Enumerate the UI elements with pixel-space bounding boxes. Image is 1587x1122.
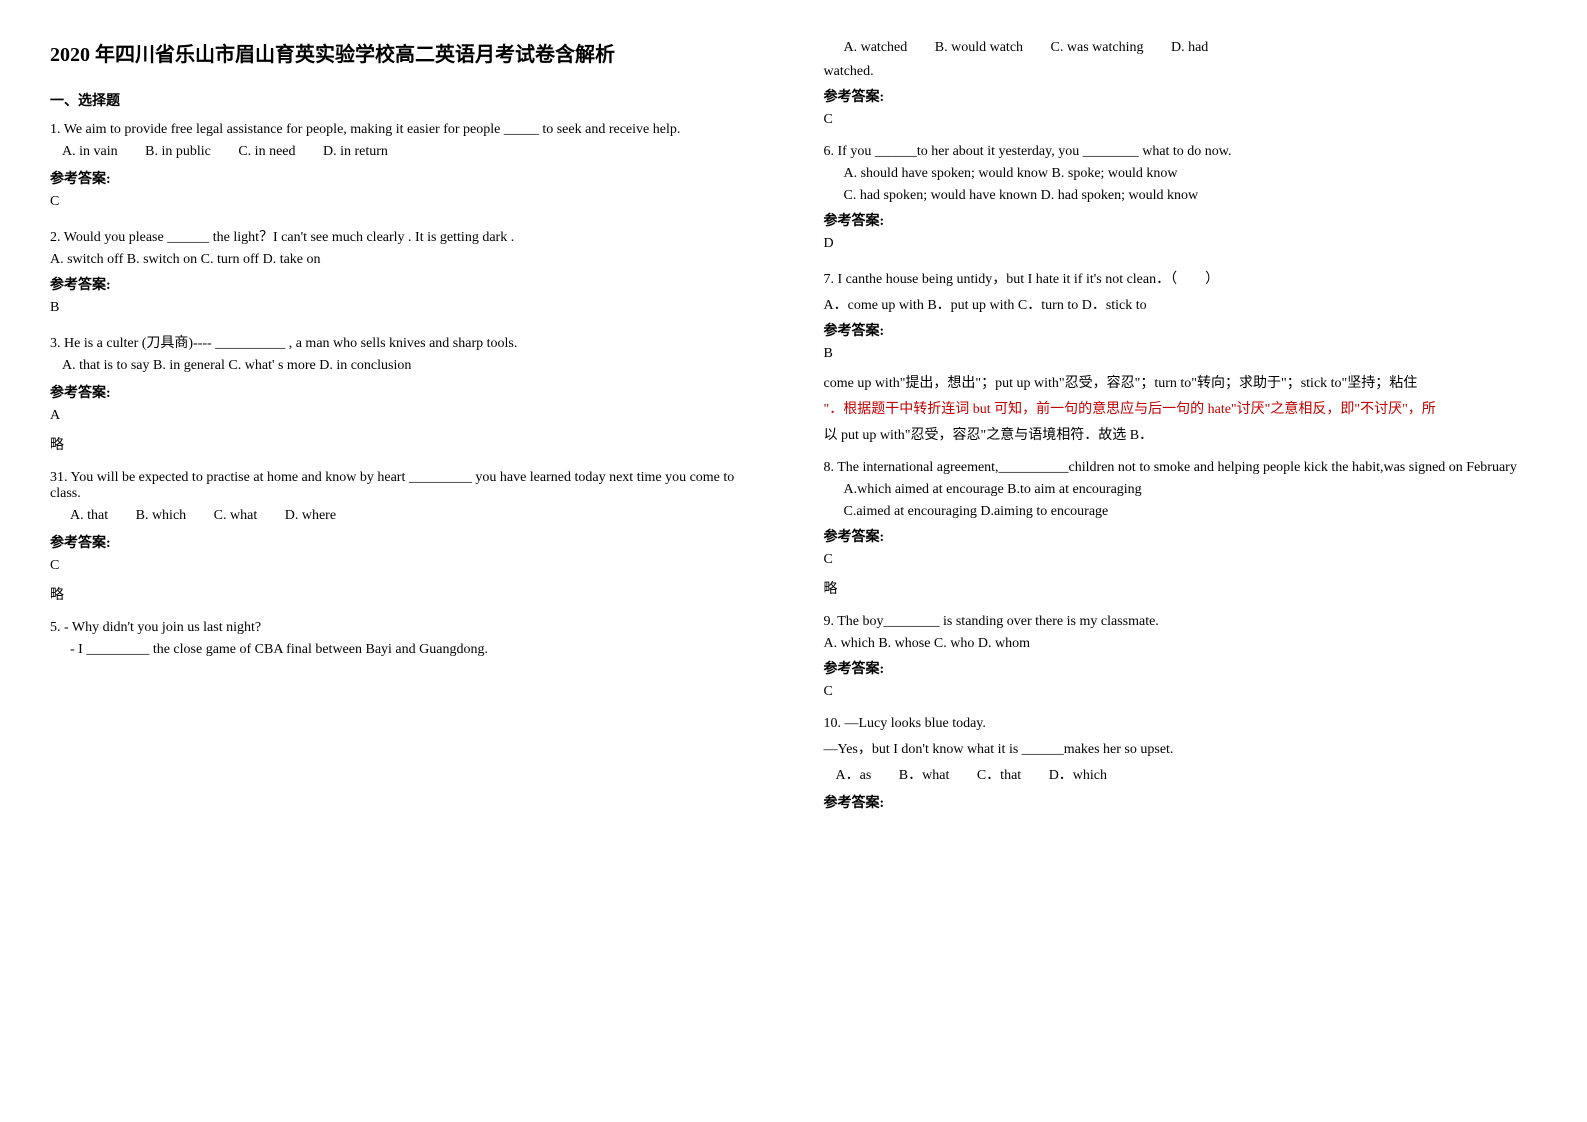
- q10-opt-a: A．as: [836, 768, 872, 783]
- section-heading: 一、选择题: [50, 90, 764, 110]
- q3-text: 3. He is a culter (刀具商)---- __________ ,…: [50, 332, 764, 352]
- q1-opt-b: B. in public: [145, 144, 211, 159]
- q6-text: 6. If you ______to her about it yesterda…: [824, 144, 1538, 160]
- q3-answer: A: [50, 408, 764, 424]
- q5-opt-d: D. had: [1171, 40, 1208, 55]
- q4-text: 31. You will be expected to practise at …: [50, 470, 764, 502]
- q7-explain3: 以 put up with"忍受，容忍"之意与语境相符．故选 B．: [824, 424, 1538, 444]
- question-2: 2. Would you please ______ the light？I c…: [50, 226, 764, 316]
- q4-answer: C: [50, 558, 764, 574]
- q10-answer-label: 参考答案:: [824, 792, 1538, 812]
- q1-answer: C: [50, 194, 764, 210]
- left-column: 2020 年四川省乐山市眉山育英实验学校高二英语月考试卷含解析 一、选择题 1.…: [50, 40, 764, 828]
- q6-answer: D: [824, 236, 1538, 252]
- q7-answer-label: 参考答案:: [824, 320, 1538, 340]
- q4-opt-b: B. which: [136, 508, 187, 523]
- question-10: 10. —Lucy looks blue today. —Yes，but I d…: [824, 716, 1538, 812]
- question-7: 7. I canthe house being untidy，but I hat…: [824, 268, 1538, 444]
- q9-text: 9. The boy________ is standing over ther…: [824, 614, 1538, 630]
- q1-options: A. in vain B. in public C. in need D. in…: [50, 144, 764, 160]
- q1-opt-d: D. in return: [323, 144, 388, 159]
- q4-note: 略: [50, 584, 764, 604]
- q7-options: A．come up with B．put up with C．turn to D…: [824, 294, 1538, 314]
- q4-opt-c: C. what: [214, 508, 258, 523]
- q7-answer: B: [824, 346, 1538, 362]
- q2-options: A. switch off B. switch on C. turn off D…: [50, 252, 764, 268]
- q10-opt-b: B．what: [899, 768, 950, 783]
- question-5-continued: A. watched B. would watch C. was watchin…: [824, 40, 1538, 128]
- q4-options: A. that B. which C. what D. where: [50, 508, 764, 524]
- q4-answer-label: 参考答案:: [50, 532, 764, 552]
- q1-answer-label: 参考答案:: [50, 168, 764, 188]
- question-4: 31. You will be expected to practise at …: [50, 470, 764, 604]
- q7-text: 7. I canthe house being untidy，but I hat…: [824, 268, 1538, 288]
- q8-line1: A.which aimed at encourage B.to aim at e…: [824, 482, 1538, 498]
- q2-text: 2. Would you please ______ the light？I c…: [50, 226, 764, 246]
- q5-opt-d-cont: watched.: [824, 64, 1538, 80]
- q2-answer: B: [50, 300, 764, 316]
- q5-opt-b: B. would watch: [935, 40, 1023, 55]
- q9-answer-label: 参考答案:: [824, 658, 1538, 678]
- question-3: 3. He is a culter (刀具商)---- __________ ,…: [50, 332, 764, 454]
- q5-options: A. watched B. would watch C. was watchin…: [824, 40, 1538, 56]
- q5-text2: - I _________ the close game of CBA fina…: [50, 642, 764, 658]
- question-8: 8. The international agreement,_________…: [824, 460, 1538, 598]
- q8-answer-label: 参考答案:: [824, 526, 1538, 546]
- q1-text: 1. We aim to provide free legal assistan…: [50, 122, 764, 138]
- q5-opt-c: C. was watching: [1051, 40, 1144, 55]
- q3-answer-label: 参考答案:: [50, 382, 764, 402]
- q5-answer: C: [824, 112, 1538, 128]
- question-6: 6. If you ______to her about it yesterda…: [824, 144, 1538, 252]
- q5-opt-a: A. watched: [844, 40, 908, 55]
- q3-options: A. that is to say B. in general C. what'…: [50, 358, 764, 374]
- q6-line1: A. should have spoken; would know B. spo…: [824, 166, 1538, 182]
- q8-text: 8. The international agreement,_________…: [824, 460, 1538, 476]
- q7-explain1: come up with"提出，想出"；put up with"忍受，容忍"；t…: [824, 372, 1538, 392]
- q5-answer-label: 参考答案:: [824, 86, 1538, 106]
- q10-text2: —Yes，but I don't know what it is ______m…: [824, 738, 1538, 758]
- q8-note: 略: [824, 578, 1538, 598]
- q10-options: A．as B．what C．that D．which: [824, 764, 1538, 784]
- document-title: 2020 年四川省乐山市眉山育英实验学校高二英语月考试卷含解析: [50, 40, 764, 70]
- q5-text: 5. - Why didn't you join us last night?: [50, 620, 764, 636]
- question-9: 9. The boy________ is standing over ther…: [824, 614, 1538, 700]
- q4-opt-a: A. that: [70, 508, 108, 523]
- q10-opt-c: C．that: [977, 768, 1021, 783]
- q1-opt-c: C. in need: [238, 144, 295, 159]
- q1-opt-a: A. in vain: [62, 144, 118, 159]
- q10-opt-d: D．which: [1049, 768, 1107, 783]
- q9-answer: C: [824, 684, 1538, 700]
- question-5: 5. - Why didn't you join us last night? …: [50, 620, 764, 658]
- q7-explain2: "．根据题干中转折连词 but 可知，前一句的意思应与后一句的 hate"讨厌"…: [824, 398, 1538, 418]
- q2-answer-label: 参考答案:: [50, 274, 764, 294]
- q6-answer-label: 参考答案:: [824, 210, 1538, 230]
- q8-line2: C.aimed at encouraging D.aiming to encou…: [824, 504, 1538, 520]
- q9-options: A. which B. whose C. who D. whom: [824, 636, 1538, 652]
- q4-opt-d: D. where: [285, 508, 336, 523]
- q10-text: 10. —Lucy looks blue today.: [824, 716, 1538, 732]
- q3-note: 略: [50, 434, 764, 454]
- q6-line2: C. had spoken; would have known D. had s…: [824, 188, 1538, 204]
- q8-answer: C: [824, 552, 1538, 568]
- question-1: 1. We aim to provide free legal assistan…: [50, 122, 764, 210]
- right-column: A. watched B. would watch C. was watchin…: [824, 40, 1538, 828]
